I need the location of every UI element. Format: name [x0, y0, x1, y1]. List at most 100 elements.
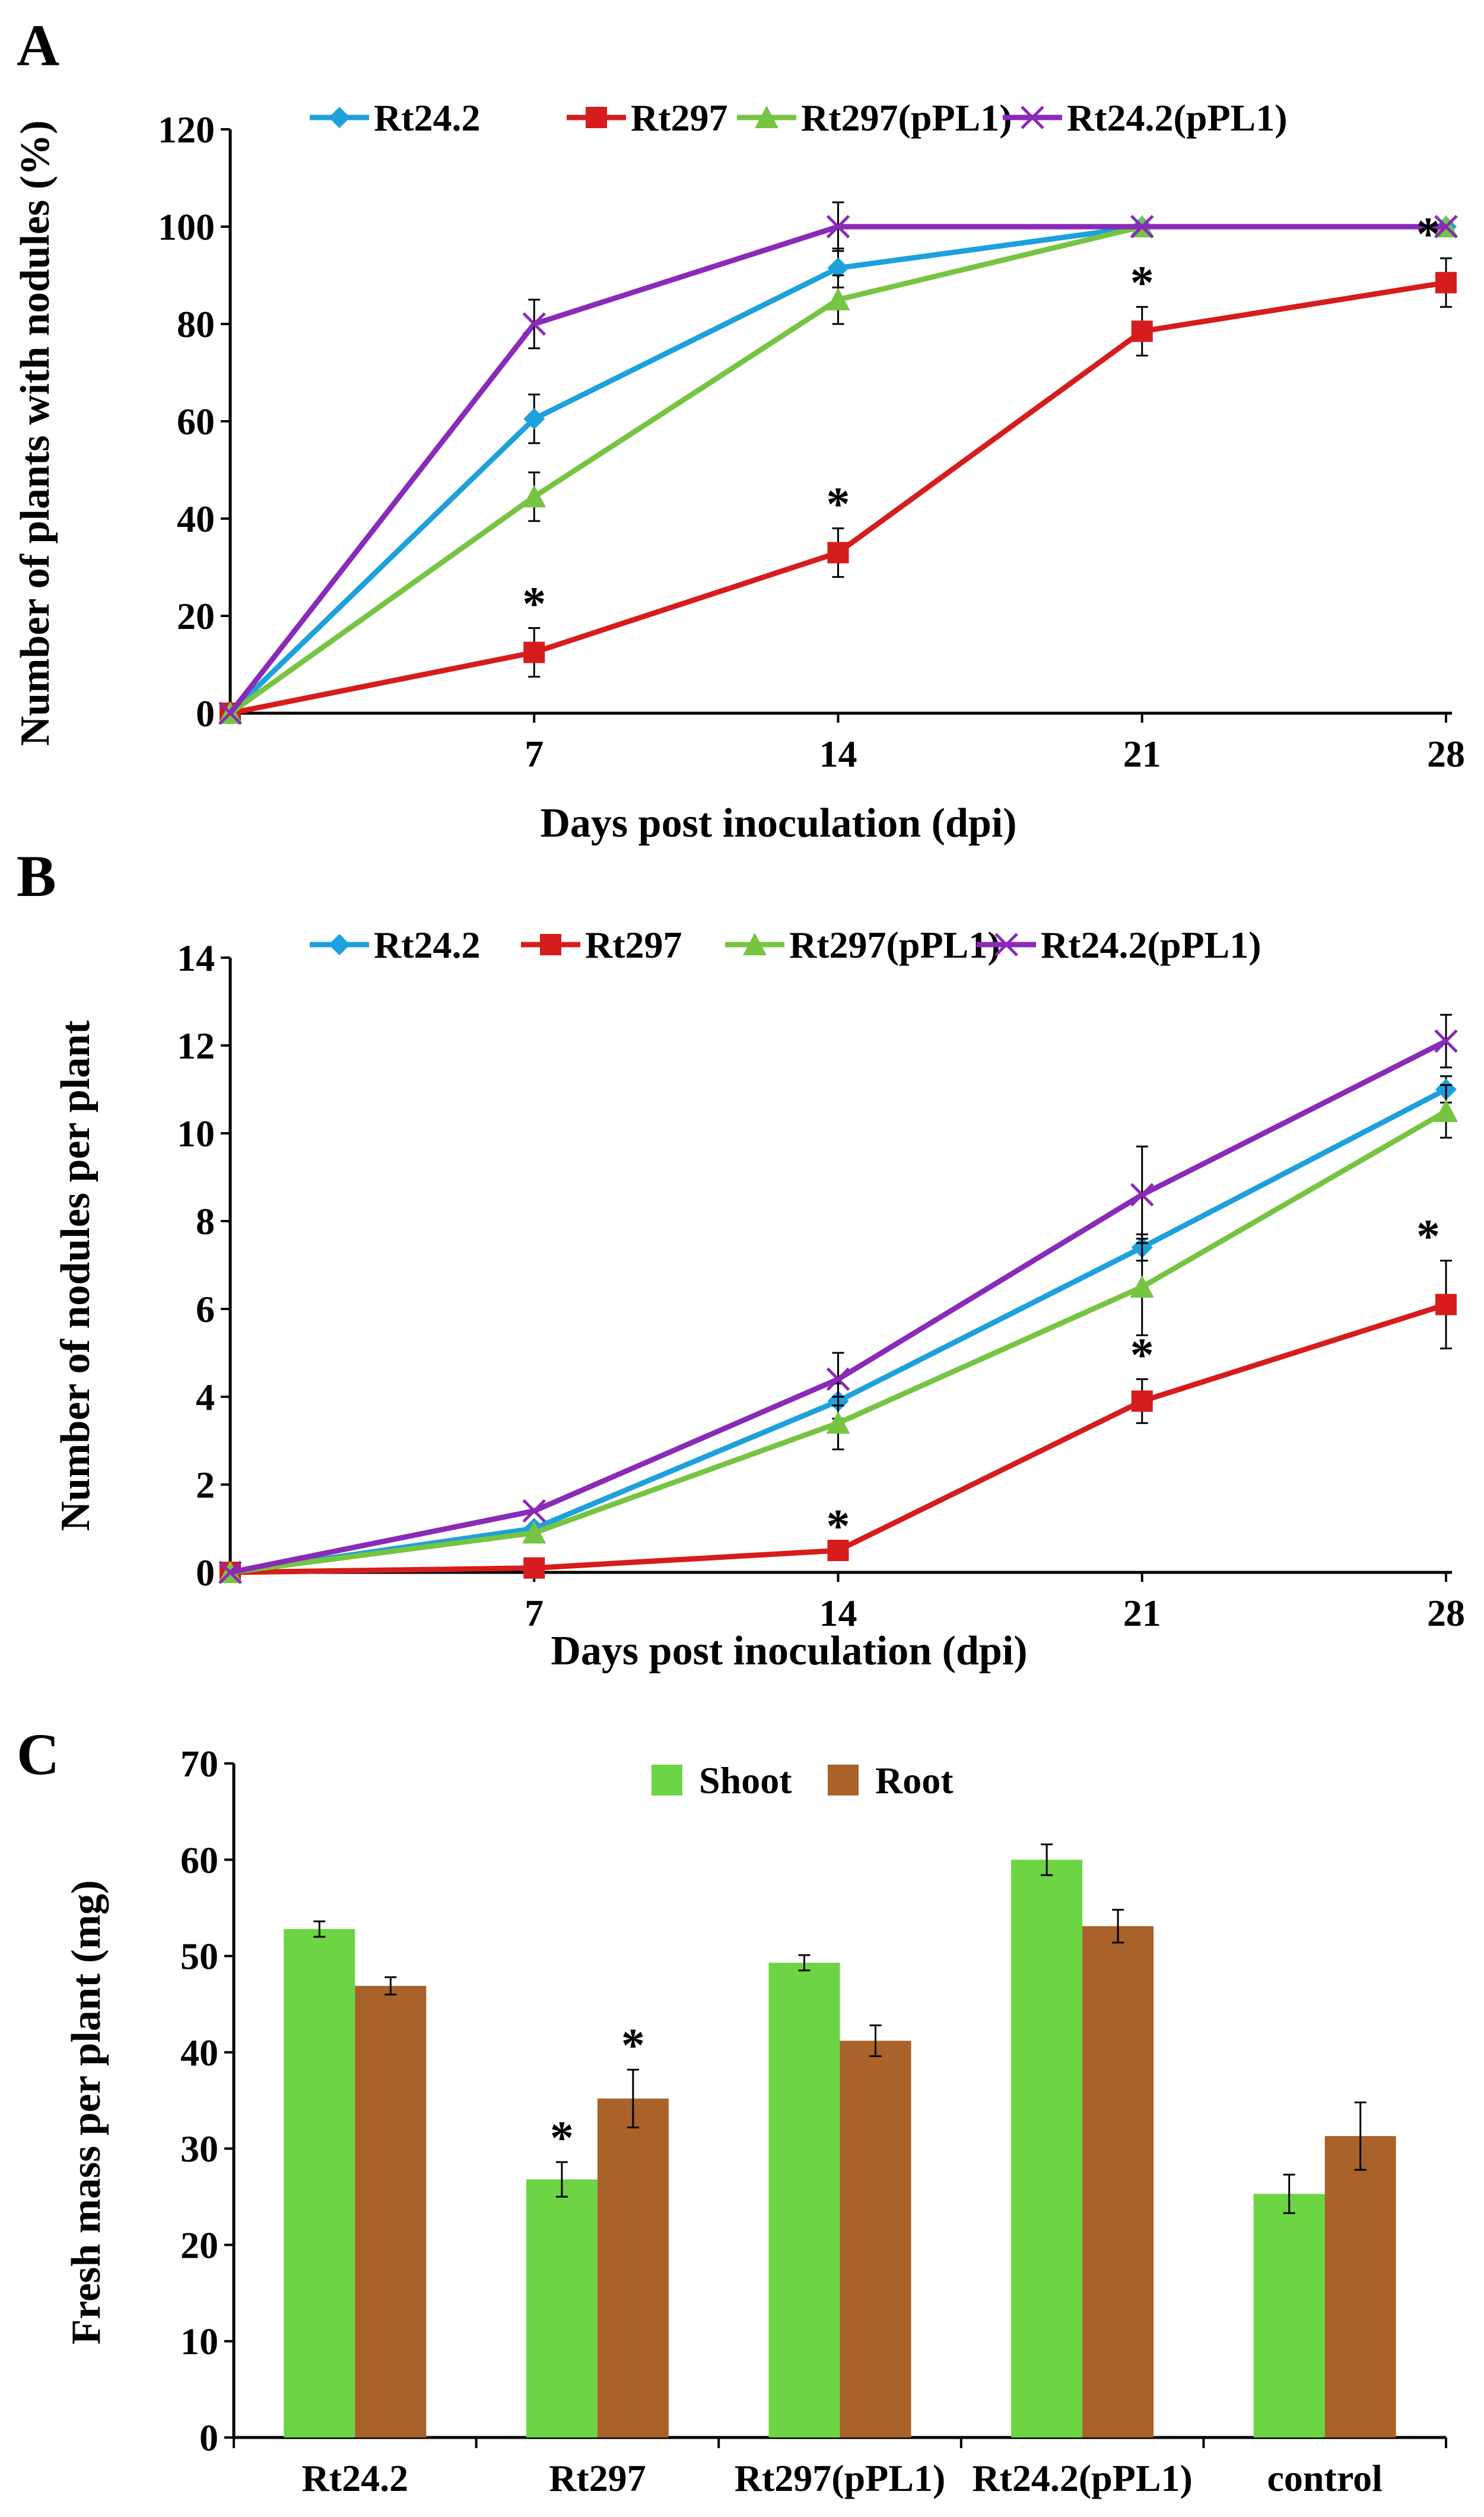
panel-c-y-tick-label: 10	[180, 2321, 218, 2363]
panel-a-series-rt297-ppl1-point	[826, 288, 850, 310]
panel-a-x-axis-title: Days post inoculation (dpi)	[540, 800, 1016, 846]
panel-c-x-tick-label-rt297-ppl1: Rt297(pPL1)	[735, 2457, 946, 2499]
panel-b-y-tick-label: 10	[177, 1113, 215, 1155]
panel-a-series-rt297-point	[523, 641, 545, 663]
panel-c-significance-star: *	[550, 2112, 574, 2165]
panel-letter-a: A	[17, 12, 59, 78]
panel-c-bar-shoot-rt24-2-ppl1	[1011, 1860, 1083, 2437]
panel-b-significance-star: *	[1130, 1329, 1154, 1381]
panel-b-series-rt24-2-ppl1-point-stroke-2	[1434, 1029, 1458, 1053]
panel-a-series-rt24-2-ppl1-point-stroke-2	[522, 312, 546, 336]
panel-a-series-rt24-2-ppl1-point	[826, 215, 850, 239]
panel-c-y-tick-label: 0	[199, 2417, 218, 2459]
panel-c-x-tick-label-control: control	[1267, 2457, 1383, 2499]
panel-a-significance-star: *	[1130, 257, 1154, 309]
panel-b-legend-marker-rt24-2-ppl1	[994, 933, 1018, 956]
panel-a-legend: Rt24.2 Rt297 Rt297(pPL1) Rt24.2(pPL1)	[310, 97, 1288, 139]
panel-c-bar-shoot-control	[1253, 2194, 1325, 2437]
panel-c-y-tick-label: 70	[180, 1743, 218, 1785]
panel-b-series-rt24-2-ppl1-point-stroke-2	[826, 1367, 850, 1391]
panel-b-series-rt297-ppl1-point	[1434, 1099, 1458, 1122]
panel-b-legend-marker-rt24-2	[329, 934, 350, 955]
panel-a-series-rt297-ppl1	[218, 215, 1458, 724]
panel-b-series-rt24-2-ppl1-point	[826, 1367, 850, 1391]
panel-c-y-tick-label: 40	[180, 2032, 218, 2074]
panel-b-y-tick-label: 14	[177, 937, 215, 979]
panel-c-x-tick-label-rt24-2: Rt24.2	[302, 2457, 409, 2499]
panel-a-y-tick-label: 40	[177, 498, 215, 540]
panel-a-legend-marker-rt24-2-ppl1	[1021, 106, 1044, 129]
panel-c-y-tick-label: 60	[180, 1839, 218, 1881]
panel-a-series-rt24-2-point	[523, 408, 545, 430]
panel-b-series-rt24-2-ppl1-point-stroke-2	[1130, 1183, 1154, 1207]
panel-a: A 0 20 40 60 80 100 120 7 14 21 28 Days post inocu…	[12, 12, 1465, 846]
panel-a-significance-star: *	[1416, 208, 1440, 260]
panel-b-legend: Rt24.2 Rt297 Rt297(pPL1) Rt24.2(pPL1)	[310, 924, 1261, 966]
panel-b-x-tick-label: 21	[1123, 1592, 1161, 1634]
panel-b-y-tick-label: 2	[196, 1464, 215, 1506]
panel-c-significance-star: *	[621, 2020, 645, 2072]
panel-a-series-rt297-point	[827, 542, 849, 564]
panel-a-series-rt24-2-ppl1-point-stroke-2	[218, 701, 242, 725]
panel-b-series-rt297-ppl1-point	[522, 1521, 546, 1544]
panel-a-series	[218, 201, 1458, 725]
panel-b-series-rt24-2-ppl1-point	[1130, 1183, 1154, 1207]
panel-b-series-rt24-2-ppl1-point	[1434, 1029, 1458, 1053]
panel-b-legend-marker-rt297-ppl1	[743, 933, 767, 955]
panel-b-legend-marker-rt24-2-ppl1-stroke-2	[994, 933, 1018, 956]
panel-a-y-axis-title: Number of plants with nodules (%)	[12, 120, 58, 746]
panel-a-significance-star: *	[522, 579, 546, 631]
panel-b-y-tick-label: 8	[196, 1200, 215, 1242]
panel-b-y-tick-label: 6	[196, 1288, 215, 1330]
panel-a-y-tick-label: 60	[177, 401, 215, 443]
panel-c-tick-labels: 0 10 20 30 40 50 60 70 Rt24.2 Rt297 Rt297(pPL1) Rt2…	[180, 1743, 1383, 2499]
panel-b-y-tick-label: 4	[196, 1376, 215, 1418]
panel-a-legend-marker-rt297-ppl1	[755, 106, 778, 128]
panel-c-bar-root-rt24-2-ppl1	[1082, 1926, 1154, 2437]
panel-c-bar-root-rt24-2	[355, 1985, 427, 2437]
panel-a-legend-label-rt24-2-ppl1: Rt24.2(pPL1)	[1067, 97, 1288, 139]
panel-a-series-rt297-point	[1435, 272, 1457, 294]
panel-c-significance: **	[550, 2020, 645, 2165]
panel-b-x-tick-label: 7	[525, 1592, 544, 1634]
panel-a-tick-labels: 0 20 40 60 80 100 120 7 14 21 28	[158, 109, 1465, 775]
panel-c-legend-label-root: Root	[875, 1759, 954, 1801]
panel-a-series-rt24-2-ppl1-point	[218, 701, 242, 725]
panel-b-series-rt24-2-ppl1-point	[522, 1499, 546, 1523]
panel-b-legend-label-rt297-ppl1: Rt297(pPL1)	[789, 924, 1000, 966]
panel-b-series	[218, 1013, 1458, 1584]
panel-c-legend: Shoot Root	[652, 1759, 954, 1801]
panel-b-series-rt297-point	[523, 1557, 545, 1579]
panel-c-bar-shoot-rt297	[526, 2179, 598, 2437]
panel-a-series-rt24-2-point	[827, 257, 849, 279]
panel-c-legend-swatch-shoot	[652, 1765, 682, 1795]
panel-a-y-tick-label: 100	[158, 206, 215, 248]
panel-b-legend-marker-rt297	[540, 934, 561, 955]
panel-b-legend-label-rt24-2: Rt24.2	[374, 924, 481, 966]
panel-letter-c: C	[17, 1721, 59, 1787]
panel-c-y-tick-label: 50	[180, 1936, 218, 1978]
panel-a-x-tick-label: 14	[819, 733, 857, 775]
panel-b-y-tick-label: 12	[177, 1025, 215, 1067]
panel-b-series-rt297-ppl1-point	[1130, 1275, 1154, 1298]
panel-c-legend-swatch-root	[828, 1765, 859, 1795]
panel-c: C 0 10 20 30 40 50 60 70 Rt24.2 Rt297 Rt297(pPL1) R…	[17, 1721, 1447, 2499]
panel-a-legend-label-rt297-ppl1: Rt297(pPL1)	[801, 97, 1012, 139]
panel-c-legend-label-shoot: Shoot	[699, 1759, 792, 1801]
panel-a-y-tick-label: 20	[177, 595, 215, 637]
panel-c-bar-shoot-rt24-2	[284, 1929, 355, 2437]
panel-c-y-tick-label: 30	[180, 2128, 218, 2170]
panel-c-y-tick-label: 20	[180, 2224, 218, 2266]
panel-b-tick-labels: 0 2 4 6 8 10 12 14 7 14 21 28	[177, 937, 1465, 1634]
panel-b-x-axis-title: Days post inoculation (dpi)	[551, 1628, 1027, 1674]
panel-a-series-rt24-2-ppl1-point	[522, 312, 546, 336]
panel-a-y-tick-label: 0	[196, 692, 215, 735]
panel-c-bars	[284, 1843, 1396, 2437]
panel-b-axes	[221, 956, 1452, 1582]
panel-b-x-tick-label: 28	[1427, 1592, 1465, 1634]
panel-a-legend-marker-rt297	[586, 107, 607, 128]
panel-a-series-rt24-2-ppl1-point	[1130, 215, 1154, 239]
panel-b-series-rt297-ppl1-point	[826, 1411, 850, 1434]
panel-b-series-rt24-2-line	[230, 1087, 1448, 1575]
